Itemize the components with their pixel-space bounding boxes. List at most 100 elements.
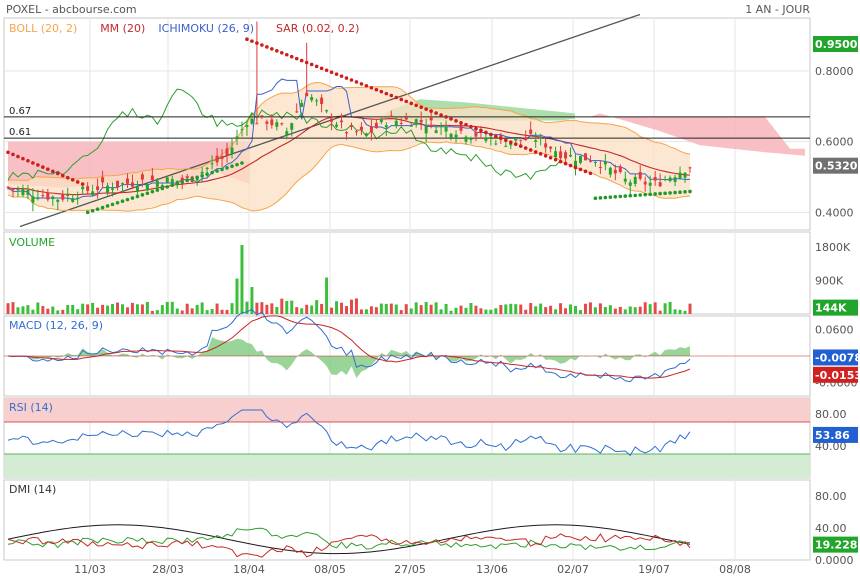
- volume-bar: [434, 302, 438, 314]
- sar-dot: [220, 167, 224, 172]
- rsi-chart: [4, 398, 810, 478]
- volume-bar: [588, 302, 592, 314]
- candle-body: [86, 186, 90, 191]
- sar-dot: [36, 163, 40, 167]
- rsi-badge: 53.86: [815, 429, 850, 442]
- volume-bar: [11, 302, 15, 314]
- volume-bar: [613, 308, 617, 314]
- candle-body: [439, 124, 443, 127]
- candle-body: [499, 134, 503, 138]
- sar-dot: [404, 99, 409, 104]
- sar-dot: [55, 171, 60, 176]
- volume-bar: [663, 303, 667, 314]
- candle-body: [140, 174, 144, 180]
- sar-dot: [489, 132, 493, 137]
- sar-dot: [70, 178, 75, 182]
- sar-dot: [369, 85, 374, 90]
- volume-bar: [529, 303, 533, 314]
- high-badge-bg: [813, 36, 858, 52]
- sar-dot: [429, 109, 433, 113]
- candle-body: [434, 130, 438, 133]
- macd-histogram: [8, 337, 690, 378]
- candle-body: [588, 160, 592, 162]
- candle-body: [404, 117, 408, 120]
- sar-dot: [459, 120, 463, 125]
- y-axis-ticks: 0.80000.60000.40001800K900K0.0600-0.0600…: [815, 65, 857, 567]
- candle-body: [514, 138, 518, 141]
- sar-dot: [618, 194, 623, 199]
- volume-bar: [145, 301, 149, 314]
- candle-body: [529, 129, 533, 134]
- sar-dot: [683, 190, 687, 194]
- volume-bar: [598, 303, 602, 314]
- trend-line: [19, 13, 641, 228]
- volume-bar: [86, 304, 90, 314]
- volume-bar: [101, 304, 105, 314]
- candle-body: [36, 197, 40, 199]
- candle-body: [583, 153, 587, 161]
- candle-body: [633, 176, 637, 184]
- x-axis: 11/03 28/03 18/04 08/05 27/05 13/06 02/07 19/07…: [74, 563, 751, 576]
- panel-price-frame: [3, 17, 811, 231]
- volume-bar: [200, 302, 204, 314]
- sar-dot: [275, 49, 279, 53]
- candle-body: [290, 123, 294, 130]
- macd-line: [7, 308, 691, 383]
- candle-body: [384, 125, 388, 128]
- dmi-badge-bg: [813, 536, 858, 553]
- volume-bar: [220, 309, 224, 314]
- sar-dot: [553, 157, 558, 162]
- volume-bar: [180, 310, 184, 314]
- macd-badge-bg: [813, 349, 858, 366]
- candle-body: [504, 145, 508, 147]
- ichimoku-chikou: [7, 88, 561, 181]
- candle-body: [180, 177, 184, 182]
- volume-bar: [330, 307, 334, 314]
- candle-body: [31, 196, 35, 203]
- last-price-badge-bg: [813, 157, 858, 174]
- volume-bar: [71, 304, 75, 314]
- sar-dot: [260, 43, 264, 47]
- sar-dot: [190, 177, 194, 181]
- candle-body: [464, 136, 468, 142]
- candle-body: [564, 152, 568, 159]
- candle-body: [544, 143, 548, 148]
- candle-body: [56, 199, 60, 202]
- sar-dot: [533, 150, 538, 154]
- candle-body: [603, 161, 607, 165]
- candle-body: [663, 179, 667, 181]
- sar-dot: [633, 193, 638, 198]
- legend-item-3: SAR (0.02, 0.2): [276, 22, 359, 35]
- dmi-badge: 19.228: [815, 539, 857, 552]
- sar-dot: [643, 192, 647, 197]
- sar-dot: [494, 134, 498, 139]
- volume-bar: [121, 304, 124, 314]
- volume-bar: [41, 306, 45, 314]
- sar-dot: [250, 39, 254, 43]
- volume-bar: [315, 300, 319, 314]
- candle-body: [519, 139, 523, 141]
- volume-bar: [618, 306, 622, 314]
- volume-bar: [265, 304, 269, 314]
- candle-body: [125, 178, 129, 184]
- volume-bar: [683, 310, 687, 314]
- volume-bar: [46, 308, 50, 314]
- candle-body: [618, 166, 622, 173]
- candle-body: [215, 155, 219, 163]
- candle-body: [250, 118, 254, 124]
- candle-body: [310, 97, 314, 101]
- volume-bar: [524, 309, 528, 314]
- sar-dot: [543, 154, 548, 158]
- macd-chart: [4, 308, 810, 383]
- sar-dot: [523, 146, 528, 150]
- candle-body: [688, 167, 692, 169]
- panel-vol-frame: [3, 231, 811, 315]
- sar-dot: [344, 76, 349, 80]
- candle-body: [11, 189, 15, 191]
- volume-bar: [285, 301, 289, 314]
- candle-body: [51, 196, 55, 200]
- volume-bar: [688, 303, 692, 314]
- sar-dot: [588, 171, 593, 176]
- sar-dot: [314, 64, 319, 69]
- candle-body: [524, 137, 528, 141]
